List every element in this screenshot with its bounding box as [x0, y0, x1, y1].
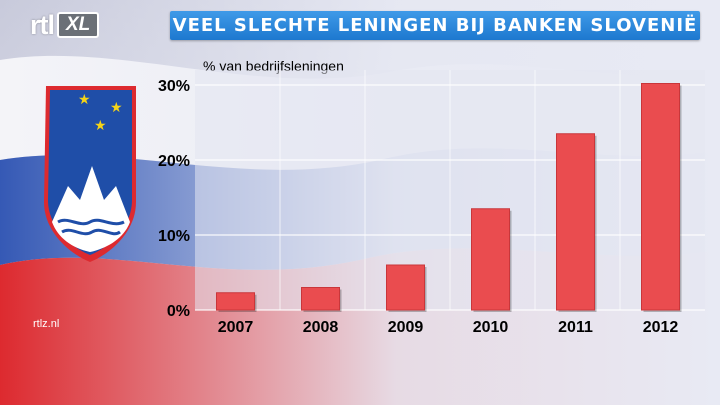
bar [216, 292, 255, 311]
y-tick-label: 20% [158, 153, 190, 170]
bar [386, 264, 425, 311]
title-bar: VEEL SLECHTE LENINGEN BIJ BANKEN SLOVENI… [170, 11, 700, 40]
channel-logo: rtl XL [30, 9, 100, 40]
x-tick-label: 2012 [643, 319, 679, 336]
x-tick-label: 2008 [303, 319, 339, 336]
svg-text:★: ★ [94, 117, 107, 133]
bar [471, 208, 510, 311]
logo-rtl-text: rtl [30, 9, 55, 40]
watermark-url: rtlz.nl [33, 318, 60, 330]
x-tick-label: 2007 [218, 319, 254, 336]
bar [301, 287, 340, 311]
x-tick-label: 2010 [473, 319, 509, 336]
y-tick-label: 30% [158, 78, 190, 95]
bar [641, 83, 680, 311]
svg-text:★: ★ [78, 91, 91, 107]
logo-xl-badge: XL [57, 12, 100, 38]
svg-text:★: ★ [110, 99, 123, 115]
bar [556, 133, 595, 311]
chart-title: VEEL SLECHTE LENINGEN BIJ BANKEN SLOVENI… [172, 15, 698, 36]
y-tick-label: 0% [167, 303, 190, 320]
x-tick-label: 2009 [388, 319, 424, 336]
coat-of-arms: ★ ★ ★ [44, 86, 136, 262]
y-tick-label: 10% [158, 228, 190, 245]
x-tick-label: 2011 [558, 319, 593, 336]
